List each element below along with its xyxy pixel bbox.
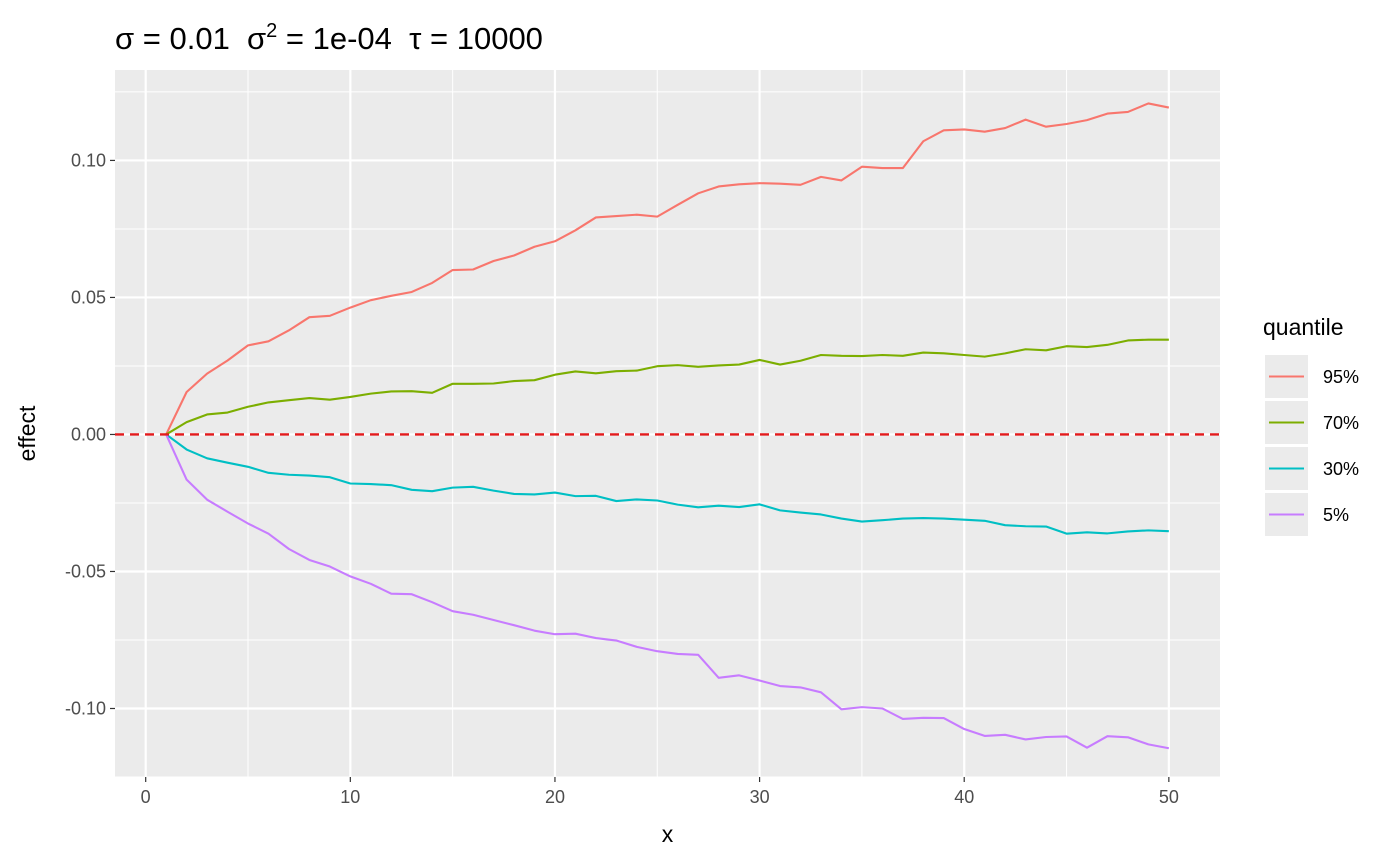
x-tick-label: 30 [750, 787, 770, 807]
series-line-95pct [165, 102, 1170, 435]
series-lines [165, 102, 1170, 750]
x-tick-label: 50 [1159, 787, 1179, 807]
legend-label: 70% [1323, 413, 1359, 433]
chart-title: σ = 0.01 σ2 = 1e-04 τ = 10000 [115, 20, 543, 56]
y-tick-label: -0.10 [65, 698, 106, 718]
series-line-70pct [165, 338, 1169, 436]
title-sigma-symbol: σ [115, 21, 134, 56]
title-sigma-value: = 0.01 [134, 21, 247, 56]
panel-background [115, 70, 1220, 777]
title-sigma2-symbol: σ [247, 21, 266, 56]
plot-panel [115, 70, 1220, 778]
series-line-30pct [165, 433, 1169, 535]
y-axis-title: effect [14, 405, 40, 461]
x-tick-label: 10 [340, 787, 360, 807]
title-tau-symbol: τ [409, 21, 421, 56]
legend-label: 30% [1323, 459, 1359, 479]
series-line-5pct [165, 434, 1170, 750]
x-axis: 0 10 20 30 40 50 [141, 777, 1179, 807]
y-tick-label: -0.05 [65, 561, 106, 581]
title-tau-value: = 10000 [421, 21, 543, 56]
x-axis-title: x [662, 821, 674, 847]
title-variance-value: = 1e-04 [277, 21, 409, 56]
y-axis: -0.10 -0.05 0.00 0.05 0.10 [65, 150, 115, 718]
x-tick-label: 20 [545, 787, 565, 807]
legend-title: quantile [1263, 314, 1344, 340]
y-tick-label: 0.00 [71, 424, 106, 444]
y-tick-label: 0.10 [71, 150, 106, 170]
y-tick-label: 0.05 [71, 287, 106, 307]
legend-label: 95% [1323, 367, 1359, 387]
legend: quantile 95% 70% 30% 5% [1263, 314, 1359, 536]
title-superscript-two: 2 [266, 20, 277, 42]
legend-label: 5% [1323, 505, 1349, 525]
minor-gridlines [115, 70, 1220, 778]
x-tick-label: 0 [141, 787, 151, 807]
legend-items: 95% 70% 30% 5% [1265, 355, 1359, 536]
x-tick-label: 40 [954, 787, 974, 807]
